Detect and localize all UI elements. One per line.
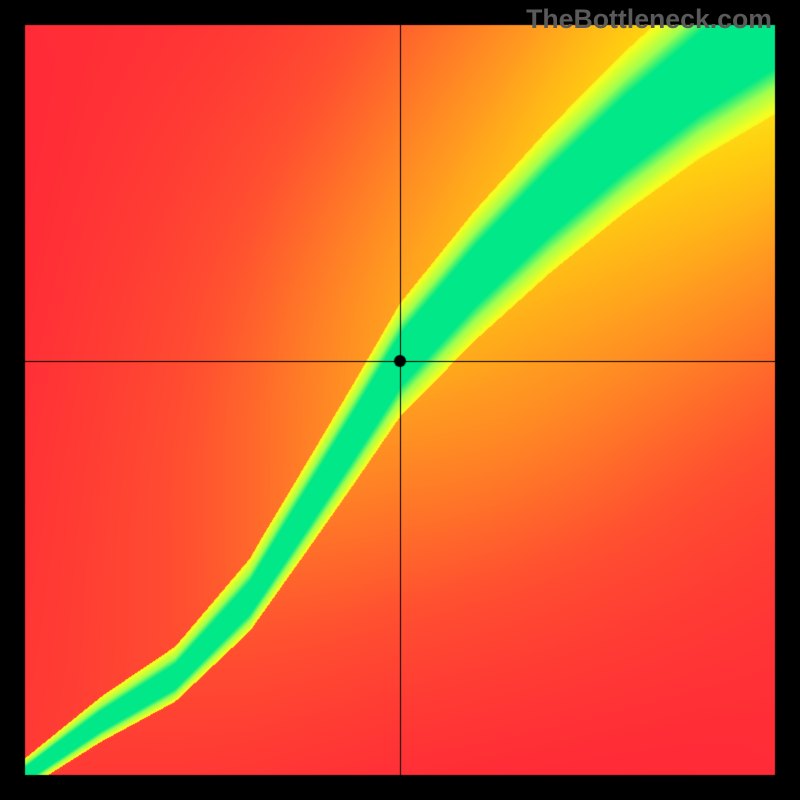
chart-container: TheBottleneck.com [0,0,800,800]
watermark-text: TheBottleneck.com [526,4,772,35]
heatmap-canvas [0,0,800,800]
